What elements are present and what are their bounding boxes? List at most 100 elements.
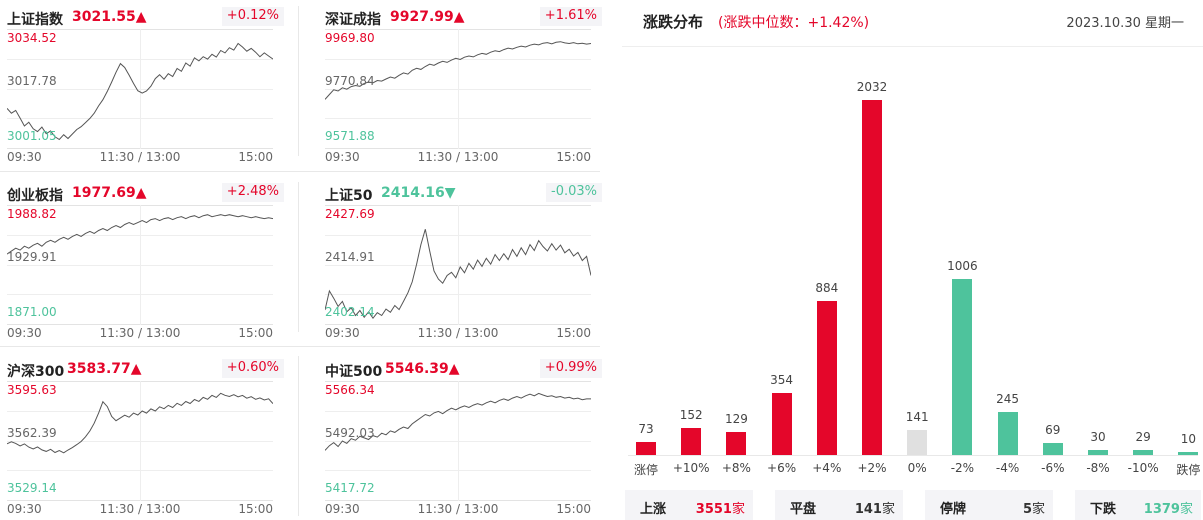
price-axis-low: 3529.14	[7, 481, 57, 495]
price-axis-mid: 9770.84	[325, 74, 375, 88]
bar-value-label: 129	[724, 412, 748, 426]
distribution-date: 2023.10.30 星期一	[1066, 16, 1184, 31]
index-name: 上证指数	[7, 12, 63, 28]
bar-category-label: -10%	[1127, 461, 1159, 475]
bar-category-label: 跌停	[1176, 463, 1201, 477]
bar-value-label: 2032	[856, 80, 888, 94]
bar	[726, 432, 747, 455]
bar-value-label: 10	[1180, 432, 1197, 446]
index-header: 上证指数 3021.55▲ +0.12%	[7, 0, 284, 28]
index-change-badge: -0.03%	[546, 183, 602, 202]
bar-category-label: 0%	[907, 461, 927, 475]
time-axis-label: 15:00	[238, 150, 273, 164]
index-card-sse50[interactable]: 上证50 2414.16▼ -0.03% 2427.69 2414.91 2402.14 0…	[325, 176, 602, 346]
summary-flat-unit: 家	[881, 502, 895, 517]
summary-flat-count: 141	[854, 502, 882, 517]
price-axis-high: 3595.63	[7, 383, 57, 397]
column-divider	[298, 182, 299, 332]
price-line	[7, 42, 273, 141]
summary-rise-value: 3551家	[696, 498, 745, 517]
time-axis-label: 09:30	[325, 326, 360, 340]
bar	[907, 430, 928, 455]
index-change-badge: +0.12%	[221, 7, 284, 26]
price-axis-mid: 3562.39	[7, 426, 57, 440]
summary-rise-count: 3551	[695, 502, 732, 517]
row-divider	[0, 171, 600, 172]
bar-value-label: 29	[1135, 430, 1151, 444]
intraday-chart	[7, 205, 273, 325]
index-change-badge: +1.61%	[539, 7, 602, 26]
index-card-sz-component[interactable]: 深证成指 9927.99▲ +1.61% 9969.80 9770.84 9571.88 0…	[325, 0, 602, 170]
summary-fall-count: 1379	[1143, 502, 1180, 517]
bar	[816, 301, 837, 455]
index-card-chinext[interactable]: 创业板指 1977.69▲ +2.48% 1988.82 1929.91 1871.00 0…	[7, 176, 284, 346]
bar-category-label: +8%	[721, 461, 751, 475]
price-axis-high: 3034.52	[7, 31, 57, 45]
time-axis-label: 09:30	[7, 150, 42, 164]
index-card-csi500[interactable]: 中证500 5546.39▲ +0.99% 5566.34 5492.03 5417.72…	[325, 352, 602, 520]
index-change-badge: +0.60%	[221, 359, 284, 378]
index-card-csi300[interactable]: 沪深300 3583.77▲ +0.60% 3595.63 3562.39 3529.14…	[7, 352, 284, 520]
distribution-title: 涨跌分布	[643, 13, 704, 31]
index-name: 沪深300	[7, 364, 65, 380]
index-price: 2414.16▼	[381, 185, 456, 201]
bar	[997, 412, 1018, 455]
time-axis-label: 11:30 / 13:00	[99, 502, 181, 516]
summary-fall: 下跌 1379家	[1075, 490, 1201, 520]
time-axis-label: 15:00	[556, 502, 591, 516]
price-line	[325, 392, 591, 451]
bar-value-label: 1006	[947, 259, 978, 273]
bar-category-label: +6%	[767, 461, 797, 475]
summary-rise: 上涨 3551家	[625, 490, 753, 520]
intraday-chart	[7, 29, 273, 149]
index-price: 3583.77▲	[67, 361, 142, 377]
summary-rise-label: 上涨	[640, 502, 667, 517]
price-axis-low: 3001.05	[7, 129, 57, 143]
bar-value-label: 141	[905, 410, 929, 424]
bar-value-label: 354	[770, 373, 794, 387]
header-divider	[622, 46, 1203, 47]
column-divider	[298, 356, 299, 516]
time-axis-label: 11:30 / 13:00	[99, 326, 181, 340]
price-line	[325, 41, 591, 100]
price-axis-low: 2402.14	[325, 305, 375, 319]
bar-category-label: -6%	[1041, 461, 1065, 475]
summary-fall-unit: 家	[1179, 502, 1193, 517]
bar	[1042, 443, 1063, 455]
bar-category-label: 涨停	[633, 463, 658, 477]
price-axis-mid: 2414.91	[325, 250, 375, 264]
time-axis-label: 11:30 / 13:00	[417, 326, 499, 340]
index-name: 创业板指	[7, 188, 63, 204]
price-axis-low: 5417.72	[325, 481, 375, 495]
bar-category-label: +2%	[857, 461, 887, 475]
price-axis-mid: 5492.03	[325, 426, 375, 440]
time-axis-label: 15:00	[556, 326, 591, 340]
bar	[1133, 450, 1154, 455]
summary-suspended-label: 停牌	[940, 502, 967, 517]
intraday-chart	[7, 381, 273, 501]
index-card-sh-composite[interactable]: 上证指数 3021.55▲ +0.12% 3034.52 3017.78 3001.05 0…	[7, 0, 284, 170]
time-axis-label: 15:00	[556, 150, 591, 164]
price-axis-high: 5566.34	[325, 383, 375, 397]
intraday-chart	[325, 29, 591, 149]
bar-category-label: -4%	[995, 461, 1020, 475]
distribution-median: (涨跌中位数：+1.42%)	[718, 15, 870, 31]
time-axis-label: 09:30	[7, 502, 42, 516]
summary-suspended-count: 5	[1022, 502, 1032, 517]
price-axis-high: 9969.80	[325, 31, 375, 45]
bar-value-label: 30	[1090, 430, 1106, 444]
time-axis-label: 15:00	[238, 502, 273, 516]
index-header: 中证500 5546.39▲ +0.99%	[325, 352, 602, 380]
bar-category-label: +4%	[812, 461, 842, 475]
price-axis-mid: 3017.78	[7, 74, 57, 88]
index-header: 创业板指 1977.69▲ +2.48%	[7, 176, 284, 204]
price-axis-low: 1871.00	[7, 305, 57, 319]
price-axis-high: 1988.82	[7, 207, 57, 221]
time-axis-label: 09:30	[7, 326, 42, 340]
summary-flat-value: 141家	[855, 498, 895, 517]
summary-flat-label: 平盘	[790, 502, 817, 517]
bar-value-label: 245	[996, 392, 1020, 406]
index-price: 1977.69▲	[72, 185, 147, 201]
index-header: 上证50 2414.16▼ -0.03%	[325, 176, 602, 204]
index-price: 5546.39▲	[385, 361, 460, 377]
